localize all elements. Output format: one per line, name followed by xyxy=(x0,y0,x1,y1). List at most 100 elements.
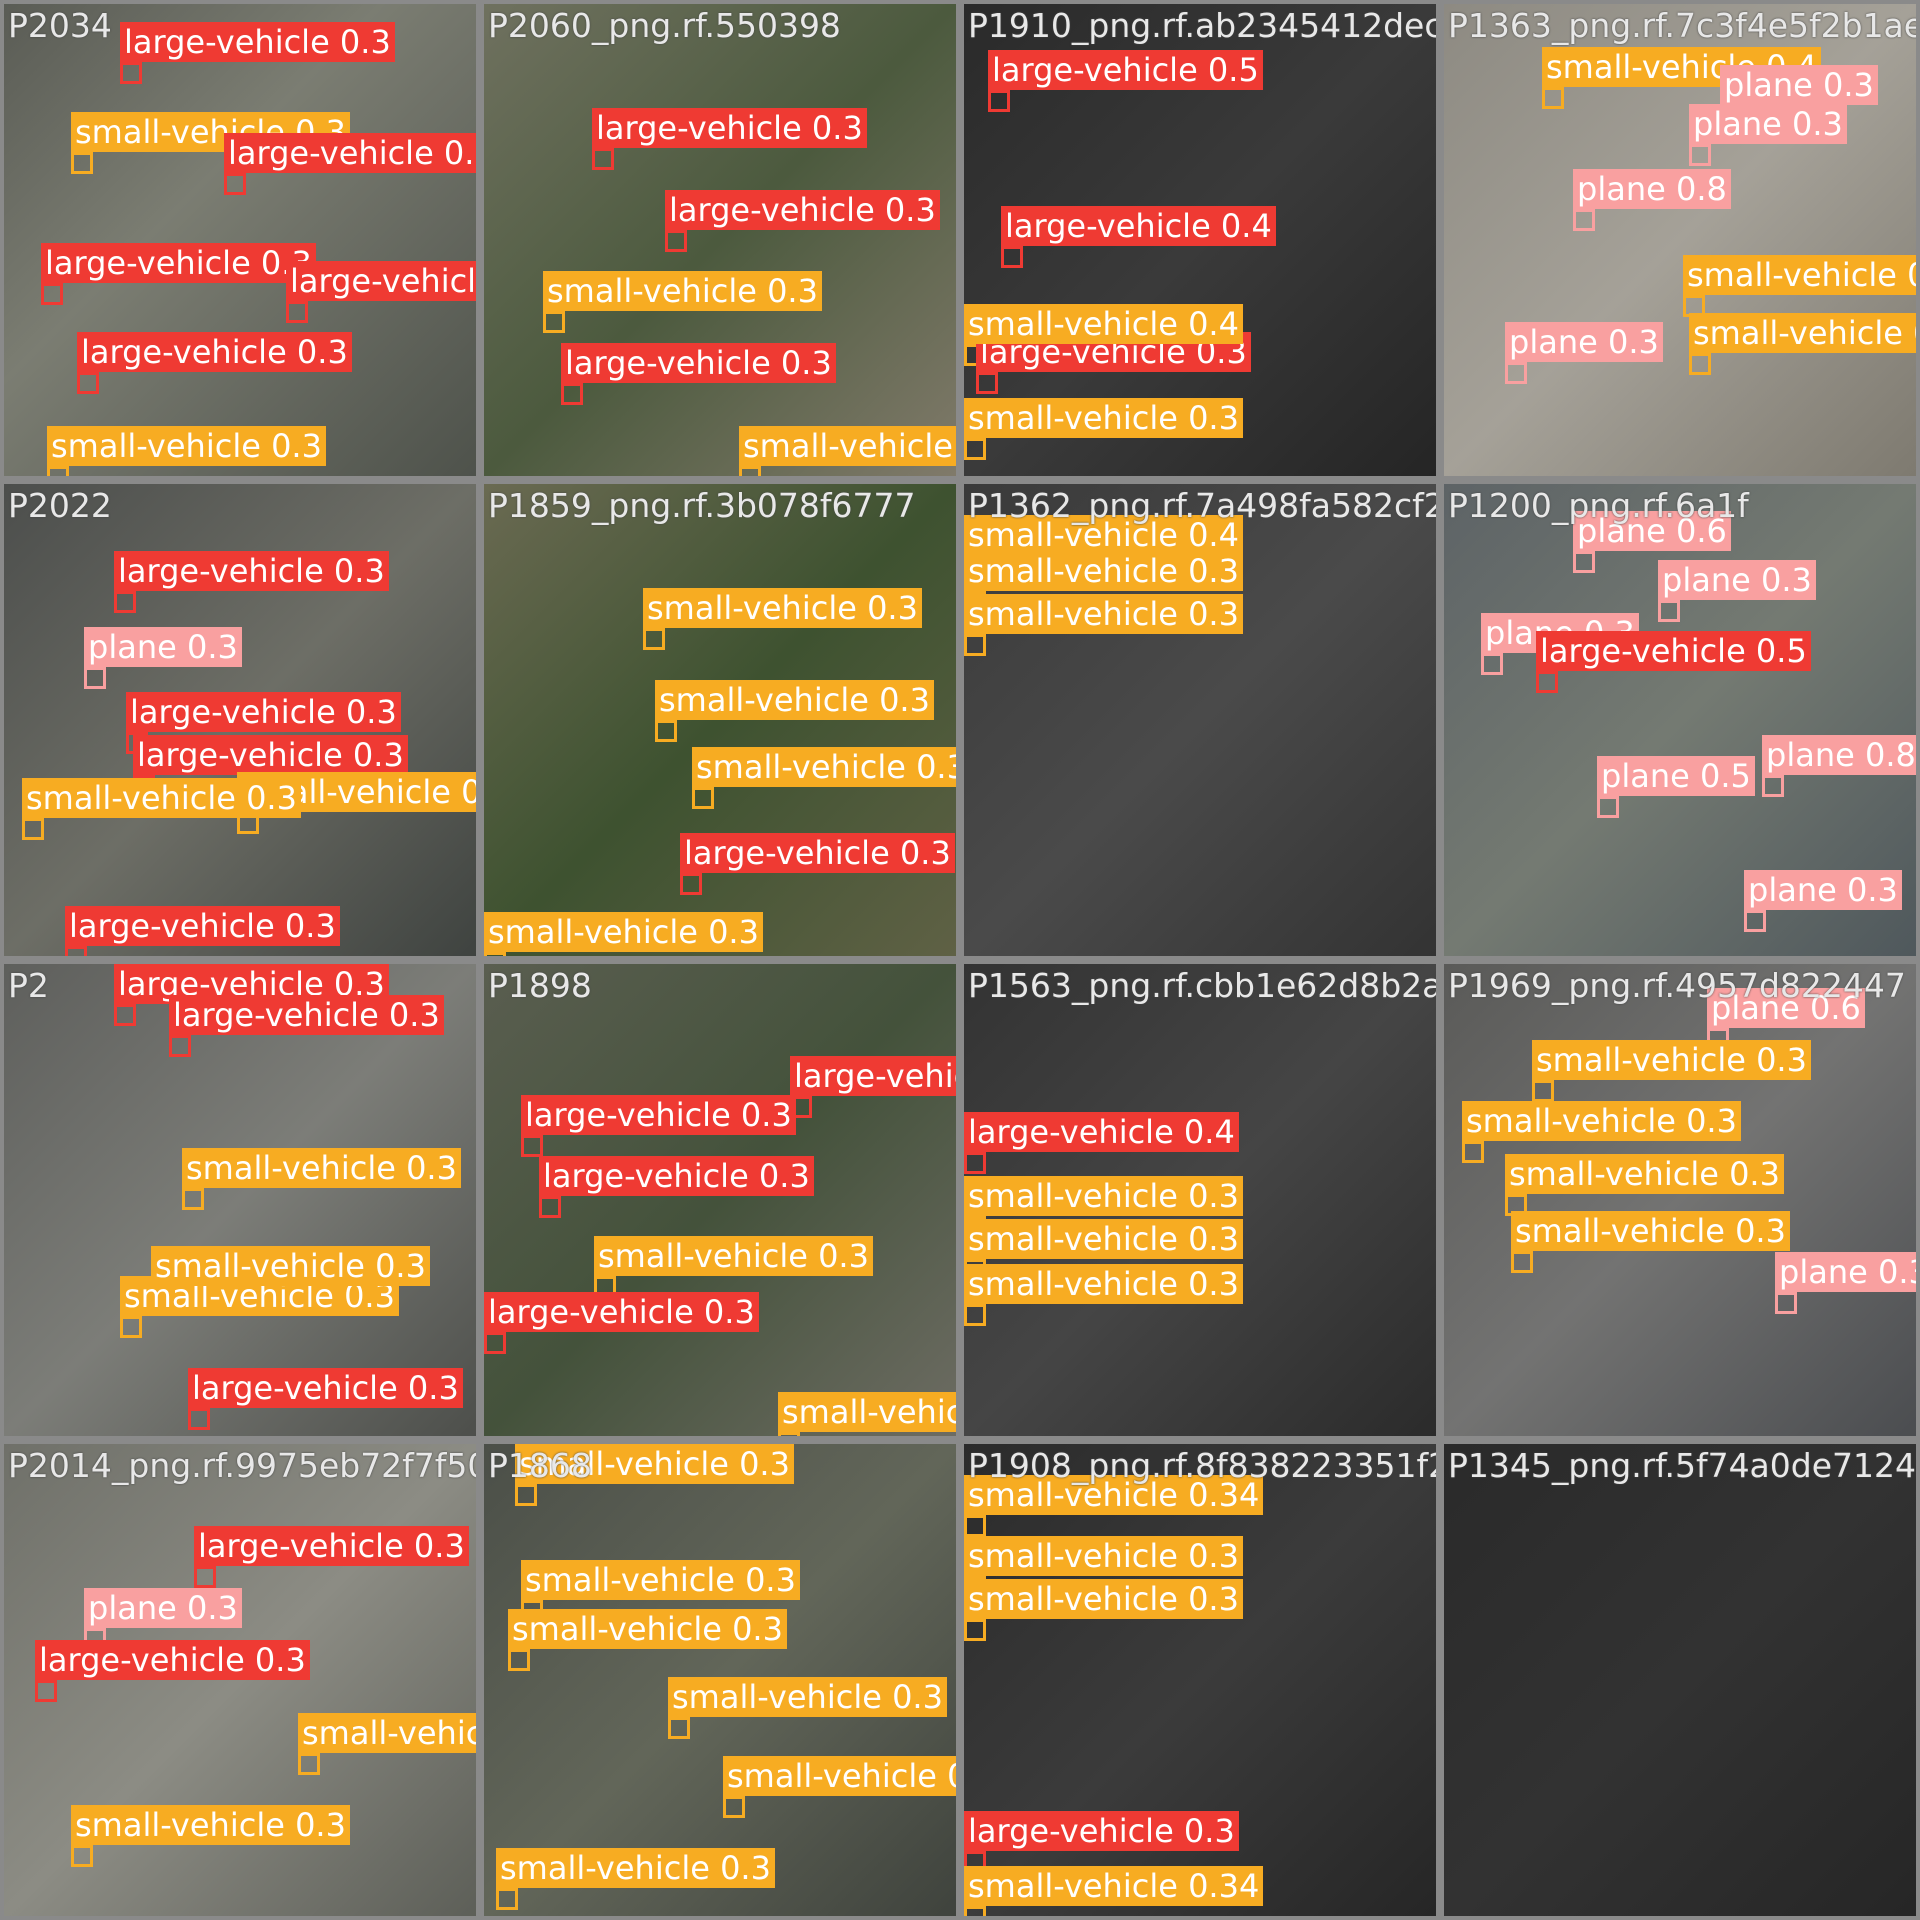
detection-label: small-vehicle 0.3 xyxy=(964,1176,1243,1216)
bounding-box xyxy=(543,311,565,333)
bounding-box xyxy=(496,1888,518,1910)
detection-label: large-vehicle 0.3 xyxy=(484,1292,759,1332)
detection-label: small-vehicle 0.3 xyxy=(778,1392,956,1432)
detection-label: large-vehicle 0.3 xyxy=(77,332,352,372)
detection-label: plane 0.3 xyxy=(84,627,242,667)
bounding-box xyxy=(1775,1292,1797,1314)
image-tile: P1363_png.rf.7c3f4e5f2b1ae5 small-vehicle… xyxy=(1440,0,1920,480)
detection-label: large-vehicle 0.3 xyxy=(169,995,444,1035)
detection-label: plane 0.3 xyxy=(84,1588,242,1628)
image-tile: P2014_png.rf.9975eb72f7f503 large-vehicle… xyxy=(0,1440,480,1920)
bounding-box xyxy=(1597,796,1619,818)
bounding-box xyxy=(22,818,44,840)
detection-label: small-vehicle 0.34 xyxy=(964,1866,1264,1906)
bounding-box xyxy=(515,1484,537,1506)
image-tile: P2060_png.rf.550398 large-vehicle 0.3 smal… xyxy=(480,0,960,480)
bounding-box xyxy=(592,148,614,170)
detection-label: plane 0.3 xyxy=(1658,560,1816,600)
bounding-box xyxy=(988,90,1010,112)
bounding-box xyxy=(778,1432,800,1436)
image-tile: P1969_png.rf.4957d822447 plane 0.6 small-v… xyxy=(1440,960,1920,1440)
detection-label: large-vehicle 0.3 xyxy=(964,1811,1239,1851)
image-tile: P1345_png.rf.5f74a0de7124 xyxy=(1440,1440,1920,1920)
detection-label: small-vehicle 0.3 xyxy=(964,1536,1243,1576)
bounding-box xyxy=(643,628,665,650)
detection-label: plane 0.3 xyxy=(1505,322,1663,362)
detection-label: large-vehicle 0.4 xyxy=(1001,206,1276,246)
image-tile: P1910_png.rf.ab2345412decb3375 large-vehi… xyxy=(960,0,1440,480)
detection-label: large-vehicle 0.5 xyxy=(988,50,1263,90)
bounding-box xyxy=(286,301,308,323)
image-filename: P2034 xyxy=(8,6,112,45)
detection-label: small-vehicle 0.3 xyxy=(594,1236,873,1276)
image-tile: P1859_png.rf.3b078f6777 small-vehicle 0.3… xyxy=(480,480,960,960)
bounding-box xyxy=(964,634,986,656)
image-tile: P1563_png.rf.cbb1e62d8b2aaa9695 large-veh… xyxy=(960,960,1440,1440)
detection-label: small-vehicle 0.3 xyxy=(1505,1154,1784,1194)
detection-label: small-vehicle 0.4 xyxy=(964,515,1243,555)
detection-label: large-vehicle 0.3 xyxy=(133,735,408,775)
bounding-box xyxy=(484,952,506,956)
bounding-box xyxy=(1505,362,1527,384)
bounding-box xyxy=(47,466,69,476)
bounding-box xyxy=(976,372,998,394)
bounding-box xyxy=(1762,775,1784,797)
detection-label: small-vehicle 0.3 xyxy=(964,1579,1243,1619)
detection-label: plane 0.8 xyxy=(1573,169,1731,209)
bounding-box xyxy=(71,1845,93,1867)
bounding-box xyxy=(521,1135,543,1157)
bounding-box xyxy=(298,1753,320,1775)
detection-label: small-vehicle 0.3 xyxy=(47,426,326,466)
image-filename: P2014_png.rf.9975eb72f7f503 xyxy=(8,1446,480,1485)
bounding-box xyxy=(1573,209,1595,231)
detection-label: large-vehicle 0.3 xyxy=(561,343,836,383)
detection-label: plane 0.8 xyxy=(1762,735,1916,775)
detection-label: large-vehicle 0.3 xyxy=(680,833,955,873)
image-filename: P1363_png.rf.7c3f4e5f2b1ae5 xyxy=(1448,6,1920,45)
bounding-box xyxy=(84,667,106,689)
bounding-box xyxy=(964,1619,986,1641)
detection-label: small-vehicle 0.3 xyxy=(692,747,956,787)
detection-label: large-vehicle 0.3 xyxy=(114,551,389,591)
bounding-box xyxy=(65,946,87,956)
image-tile: P1200_png.rf.6a1f plane 0.6 plane 0.3 plane… xyxy=(1440,480,1920,960)
image-filename: P2 xyxy=(8,966,49,1005)
detection-label: small-vehicle 0.3 xyxy=(668,1677,947,1717)
detection-label: small-vehicle 0.3 xyxy=(964,551,1243,591)
detection-label: large-vehicle 0.3 xyxy=(286,261,476,301)
image-filename: P2022 xyxy=(8,486,112,525)
detection-label: plane 0.3 xyxy=(1744,870,1902,910)
detection-label: small-vehicle 0.3 xyxy=(1511,1211,1790,1251)
bounding-box xyxy=(680,873,702,895)
bounding-box xyxy=(1689,144,1711,166)
detection-label: small-vehicle 0.3 xyxy=(515,1444,794,1484)
detection-label: small-vehicle 0.3 xyxy=(655,680,934,720)
detection-label: small-vehicle 0.3 xyxy=(22,778,301,818)
bounding-box xyxy=(508,1649,530,1671)
detection-label: small-vehicle 0.3 xyxy=(964,594,1243,634)
bounding-box xyxy=(723,1796,745,1818)
detection-label: small-vehicle 0.3 xyxy=(508,1609,787,1649)
detection-label: large-vehicle 0.3 xyxy=(65,906,340,946)
image-filename: P1200_png.rf.6a1f xyxy=(1448,486,1749,525)
detection-label: small-vehicle 0.3 xyxy=(151,1246,430,1286)
detection-label: small-vehicle 0.3 xyxy=(496,1848,775,1888)
bounding-box xyxy=(964,1515,986,1537)
bounding-box xyxy=(1536,671,1558,693)
detection-label: large-vehicle 0.3 xyxy=(539,1156,814,1196)
image-filename: P1362_png.rf.7a498fa582cf2e2e50 xyxy=(968,486,1436,525)
image-tile: P2022 large-vehicle 0.3 plane 0.3 large-veh… xyxy=(0,480,480,960)
bounding-box xyxy=(1532,1080,1554,1102)
bounding-box xyxy=(194,1566,216,1588)
bounding-box xyxy=(1744,910,1766,932)
detection-label: small-vehicle 0.3 xyxy=(1689,313,1916,353)
detection-label: large-vehicle 0.3 xyxy=(120,22,395,62)
bounding-box xyxy=(41,283,63,305)
detection-label: plane 0.3 xyxy=(1689,104,1847,144)
detection-label: large-vehicle 0.3 xyxy=(41,243,316,283)
bounding-box xyxy=(692,787,714,809)
detection-label: plane 0.6 xyxy=(1573,511,1731,551)
bounding-box xyxy=(1001,246,1023,268)
